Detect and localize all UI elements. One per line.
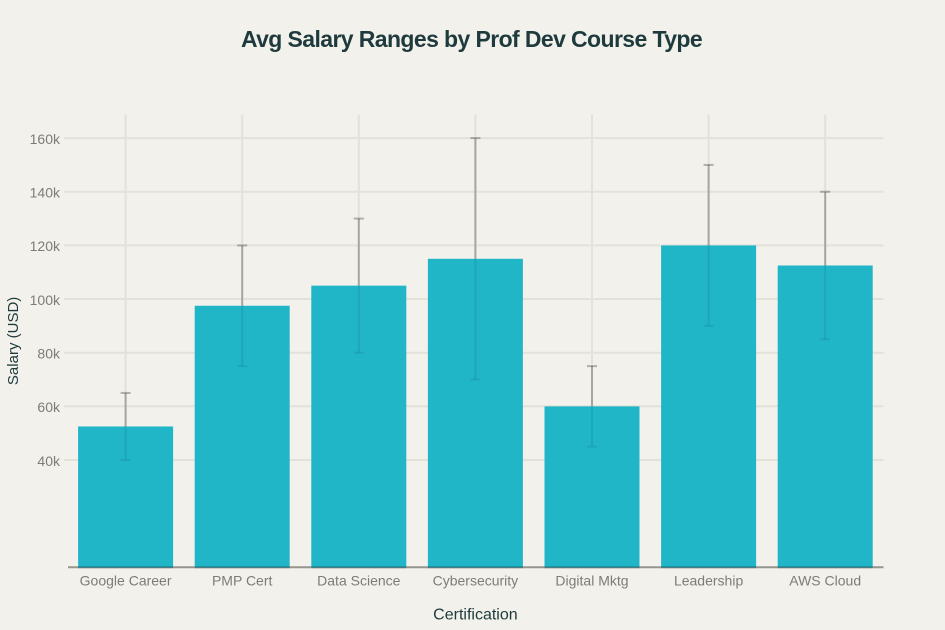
svg-text:Google Career: Google Career	[80, 573, 172, 589]
svg-text:Data Science: Data Science	[317, 573, 400, 589]
svg-text:140k: 140k	[30, 185, 61, 201]
svg-text:AWS Cloud: AWS Cloud	[789, 573, 861, 589]
svg-text:80k: 80k	[37, 346, 61, 362]
svg-text:Cybersecurity: Cybersecurity	[433, 573, 519, 589]
svg-text:40k: 40k	[37, 453, 61, 469]
svg-text:120k: 120k	[30, 238, 61, 254]
svg-text:Leadership: Leadership	[674, 573, 743, 589]
svg-text:160k: 160k	[30, 131, 61, 147]
svg-text:Digital Mktg: Digital Mktg	[555, 573, 628, 589]
svg-text:Salary (USD): Salary (USD)	[5, 297, 22, 385]
svg-text:100k: 100k	[30, 292, 61, 308]
svg-text:60k: 60k	[37, 399, 61, 415]
svg-text:Avg Salary Ranges by Prof Dev: Avg Salary Ranges by Prof Dev Course Typ…	[241, 26, 702, 52]
svg-text:PMP Cert: PMP Cert	[212, 573, 273, 589]
svg-text:Certification: Certification	[433, 607, 517, 624]
